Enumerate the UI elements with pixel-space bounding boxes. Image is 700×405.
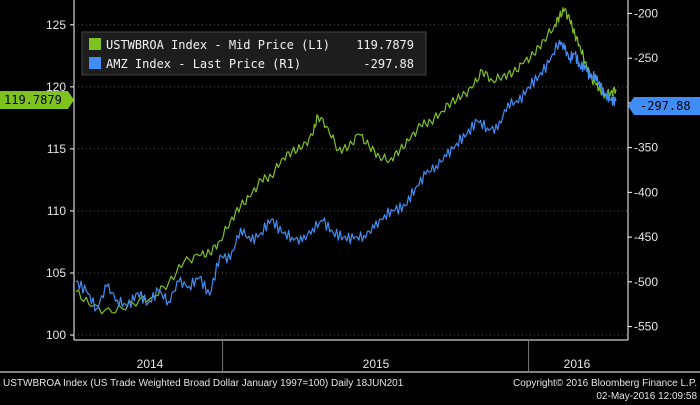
right-tick-label: -450 bbox=[634, 230, 658, 244]
x-year-label: 2016 bbox=[564, 357, 591, 371]
badges: 119.7879 -297.88 bbox=[0, 91, 700, 115]
year-dividers bbox=[222, 340, 530, 372]
footer-copyright: Copyright© 2016 Bloomberg Finance L.P. bbox=[513, 378, 697, 389]
right-tick-label: -550 bbox=[634, 320, 658, 334]
footer-timestamp: 02-May-2016 12:09:58 bbox=[596, 391, 697, 402]
legend-label-2: AMZ Index - Last Price (R1) bbox=[106, 57, 301, 71]
right-axis: -200-250-300-350-400-450-500-550 bbox=[628, 6, 658, 334]
right-tick-label: -250 bbox=[634, 51, 658, 65]
legend-box bbox=[81, 31, 427, 76]
legend: USTWBROA Index - Mid Price (L1) 119.7879… bbox=[81, 31, 427, 76]
left-tick-label: 125 bbox=[46, 18, 66, 32]
right-badge-shape bbox=[628, 97, 700, 115]
right-tick-label: -400 bbox=[634, 185, 658, 199]
left-tick-label: 120 bbox=[46, 80, 66, 94]
legend-swatch-blue bbox=[89, 57, 101, 69]
x-year-label: 2014 bbox=[137, 357, 164, 371]
left-badge-shape bbox=[0, 91, 74, 109]
legend-value-1: 119.7879 bbox=[356, 38, 414, 52]
legend-label-1: USTWBROA Index - Mid Price (L1) bbox=[106, 38, 330, 52]
legend-swatch-green bbox=[89, 38, 101, 50]
left-tick-label: 105 bbox=[46, 266, 66, 280]
right-tick-label: -200 bbox=[634, 6, 658, 20]
left-axis: 100 105 110 115 120 125 bbox=[46, 18, 74, 342]
x-axis: 2014 2015 2016 bbox=[137, 357, 591, 371]
left-tick-label: 115 bbox=[47, 142, 66, 156]
left-last-value-badge: 119.7879 bbox=[4, 93, 62, 107]
x-year-label: 2015 bbox=[363, 357, 390, 371]
left-tick-label: 110 bbox=[47, 204, 66, 218]
footer-description: USTWBROA Index (US Trade Weighted Broad … bbox=[3, 378, 404, 389]
right-last-value-badge: -297.88 bbox=[640, 99, 691, 113]
series-amz-index-line bbox=[75, 39, 617, 312]
series-layer bbox=[75, 7, 617, 315]
right-tick-label: -350 bbox=[634, 141, 658, 155]
series-usd-index-line bbox=[75, 7, 617, 315]
right-tick-label: -500 bbox=[634, 275, 658, 289]
grid bbox=[0, 0, 700, 373]
left-tick-label: 100 bbox=[46, 328, 66, 342]
legend-value-2: -297.88 bbox=[363, 57, 414, 71]
